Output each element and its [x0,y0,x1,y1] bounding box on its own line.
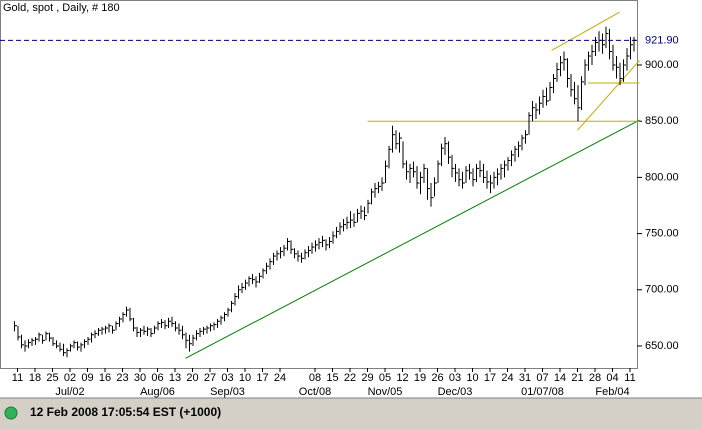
x-tick-label: 21 [571,372,583,384]
x-tick-label: 03 [449,372,461,384]
x-tick-label: 04 [606,372,618,384]
trend-line [551,11,620,51]
x-tick-label: 14 [554,372,566,384]
x-tick-label: 26 [431,372,443,384]
x-tick-label: 30 [134,372,146,384]
x-tick-label: 24 [274,372,286,384]
x-tick-label: 15 [326,372,338,384]
x-tick-label: 11 [12,372,23,384]
y-tick-label: 850.00 [645,115,679,127]
chart-title: Gold, spot , Daily, # 180 [3,2,120,14]
x-tick-label: 07 [536,372,548,384]
trend-line [185,119,640,359]
x-tick-label: 08 [309,372,321,384]
x-tick-label: 28 [589,372,601,384]
x-tick-label: 13 [169,372,181,384]
x-tick-label: 10 [466,372,478,384]
x-tick-label: 27 [204,372,216,384]
x-tick-label: 22 [344,372,356,384]
last-price-label: 921.90 [645,34,679,46]
status-bar [0,398,702,429]
y-tick-label: 750.00 [645,227,679,239]
x-tick-label: 11 [624,372,635,384]
status-text: 12 Feb 2008 17:05:54 EST (+1000) [30,405,221,419]
month-label: Dec/03 [438,386,473,398]
month-label: Oct/08 [299,386,331,398]
status-indicator [4,406,18,420]
x-tick-label: 03 [221,372,233,384]
month-label: Feb/04 [595,386,629,398]
plot-frame [0,0,638,369]
y-tick-label: 650.00 [645,340,679,352]
x-tick-label: 20 [186,372,198,384]
x-tick-label: 18 [29,372,41,384]
month-label: Jul/02 [55,386,84,398]
month-label: Sep/03 [210,386,245,398]
x-tick-label: 19 [414,372,426,384]
y-tick-label: 900.00 [645,59,679,71]
month-label: Aug/06 [140,386,175,398]
x-tick-label: 09 [81,372,93,384]
x-tick-label: 16 [99,372,111,384]
x-tick-label: 31 [519,372,531,384]
x-tick-label: 17 [484,372,496,384]
x-tick-label: 17 [256,372,268,384]
month-label: Nov/05 [368,386,403,398]
x-tick-label: 12 [396,372,408,384]
x-tick-label: 23 [116,372,128,384]
x-tick-label: 06 [151,372,163,384]
x-tick-label: 24 [501,372,513,384]
trend-line [577,60,640,131]
x-tick-label: 29 [361,372,373,384]
month-label: 01/07/08 [521,386,564,398]
y-tick-label: 700.00 [645,284,679,296]
x-tick-label: 02 [64,372,76,384]
y-tick-label: 800.00 [645,171,679,183]
x-tick-label: 10 [239,372,251,384]
x-tick-label: 05 [379,372,391,384]
x-tick-label: 25 [46,372,58,384]
